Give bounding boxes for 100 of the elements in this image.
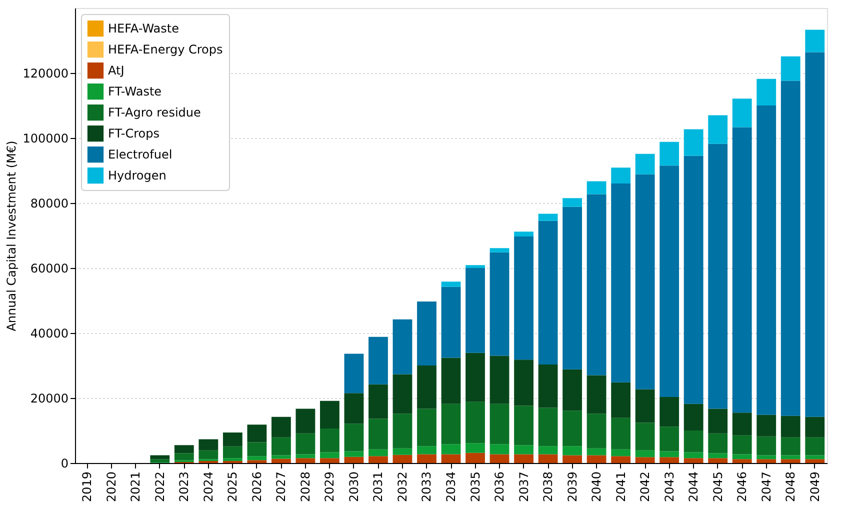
bar bbox=[756, 455, 776, 460]
bar bbox=[514, 232, 534, 236]
x-tick-label: 2019 bbox=[80, 472, 94, 502]
bar bbox=[247, 456, 267, 460]
bar bbox=[538, 220, 558, 365]
bar bbox=[392, 448, 412, 455]
bar bbox=[417, 454, 436, 463]
x-tick-label: 2022 bbox=[152, 472, 167, 502]
x-tick-label: 2039 bbox=[565, 472, 580, 502]
x-tick-label: 2040 bbox=[590, 472, 604, 502]
bar bbox=[780, 80, 800, 416]
x-tick-label: 2046 bbox=[735, 472, 750, 502]
bar bbox=[708, 408, 728, 434]
bar bbox=[198, 439, 218, 450]
bar bbox=[732, 459, 752, 463]
bar bbox=[441, 286, 461, 358]
bar bbox=[392, 414, 412, 448]
bar bbox=[344, 424, 364, 452]
x-tick-label: 2031 bbox=[371, 472, 386, 502]
legend-label: FT-Crops bbox=[108, 126, 160, 140]
bar bbox=[660, 457, 680, 463]
bar bbox=[296, 458, 316, 463]
bar bbox=[684, 129, 704, 156]
bar bbox=[174, 453, 194, 460]
bar bbox=[780, 437, 800, 456]
bar bbox=[368, 449, 388, 456]
bar bbox=[344, 451, 364, 457]
x-tick-label: 2044 bbox=[686, 472, 701, 502]
bar bbox=[441, 358, 461, 404]
bar bbox=[635, 450, 655, 458]
bar bbox=[490, 404, 510, 444]
bar bbox=[635, 174, 655, 390]
legend-label: HEFA-Energy Crops bbox=[108, 42, 223, 56]
bar bbox=[514, 406, 534, 446]
bar bbox=[320, 400, 340, 429]
bar bbox=[805, 30, 825, 52]
x-tick-label: 2032 bbox=[395, 472, 410, 502]
y-tick-label: 40000 bbox=[30, 326, 68, 340]
bar bbox=[708, 453, 728, 458]
bar bbox=[732, 98, 752, 128]
x-tick-label: 2021 bbox=[128, 472, 143, 502]
bar bbox=[271, 416, 291, 438]
x-tick-label: 2035 bbox=[468, 472, 482, 502]
bar bbox=[222, 432, 242, 446]
bar bbox=[780, 459, 800, 463]
bar bbox=[732, 454, 752, 460]
bar bbox=[780, 455, 800, 460]
x-tick-label: 2024 bbox=[201, 472, 216, 502]
x-tick-label: 2030 bbox=[346, 472, 361, 502]
bar bbox=[780, 56, 800, 81]
bar bbox=[466, 443, 485, 453]
bar bbox=[684, 452, 704, 458]
bar bbox=[150, 455, 170, 460]
bar bbox=[538, 408, 558, 446]
bar bbox=[441, 444, 461, 454]
bar bbox=[247, 460, 267, 463]
bar bbox=[368, 384, 388, 419]
bar bbox=[392, 319, 412, 374]
bar bbox=[466, 452, 485, 463]
bar bbox=[586, 375, 606, 414]
bar bbox=[271, 455, 291, 459]
bar bbox=[417, 366, 436, 409]
x-tick-label: 2033 bbox=[420, 472, 434, 502]
bar bbox=[611, 184, 631, 382]
bar bbox=[466, 265, 485, 268]
bar bbox=[611, 382, 631, 418]
bar bbox=[490, 252, 510, 356]
bar bbox=[271, 458, 291, 463]
bar bbox=[392, 454, 412, 463]
bar bbox=[756, 414, 776, 436]
bar bbox=[780, 416, 800, 438]
bar bbox=[684, 156, 704, 404]
bar bbox=[805, 455, 825, 460]
x-tick-label: 2036 bbox=[492, 472, 507, 502]
bar bbox=[805, 52, 825, 417]
bar bbox=[805, 459, 825, 463]
x-tick-label: 2037 bbox=[516, 472, 531, 502]
legend-label: FT-Waste bbox=[108, 84, 162, 98]
x-tick-label: 2034 bbox=[444, 472, 458, 502]
bar bbox=[586, 181, 606, 194]
bar bbox=[805, 437, 825, 456]
bar bbox=[198, 450, 218, 460]
bar bbox=[756, 459, 776, 463]
x-tick-label: 2023 bbox=[177, 472, 192, 502]
bar bbox=[392, 374, 412, 414]
bar bbox=[247, 442, 267, 456]
bar bbox=[635, 457, 655, 463]
x-tick-label: 2020 bbox=[104, 472, 118, 502]
bar bbox=[490, 356, 510, 404]
y-tick-label: 20000 bbox=[30, 392, 68, 406]
bar bbox=[586, 448, 606, 456]
bar bbox=[660, 451, 680, 458]
bar bbox=[417, 301, 436, 366]
bar bbox=[514, 236, 534, 360]
bar bbox=[320, 428, 340, 452]
bar bbox=[368, 456, 388, 463]
bar bbox=[538, 454, 558, 463]
bar bbox=[611, 456, 631, 463]
bar bbox=[368, 336, 388, 384]
bar bbox=[562, 455, 582, 463]
